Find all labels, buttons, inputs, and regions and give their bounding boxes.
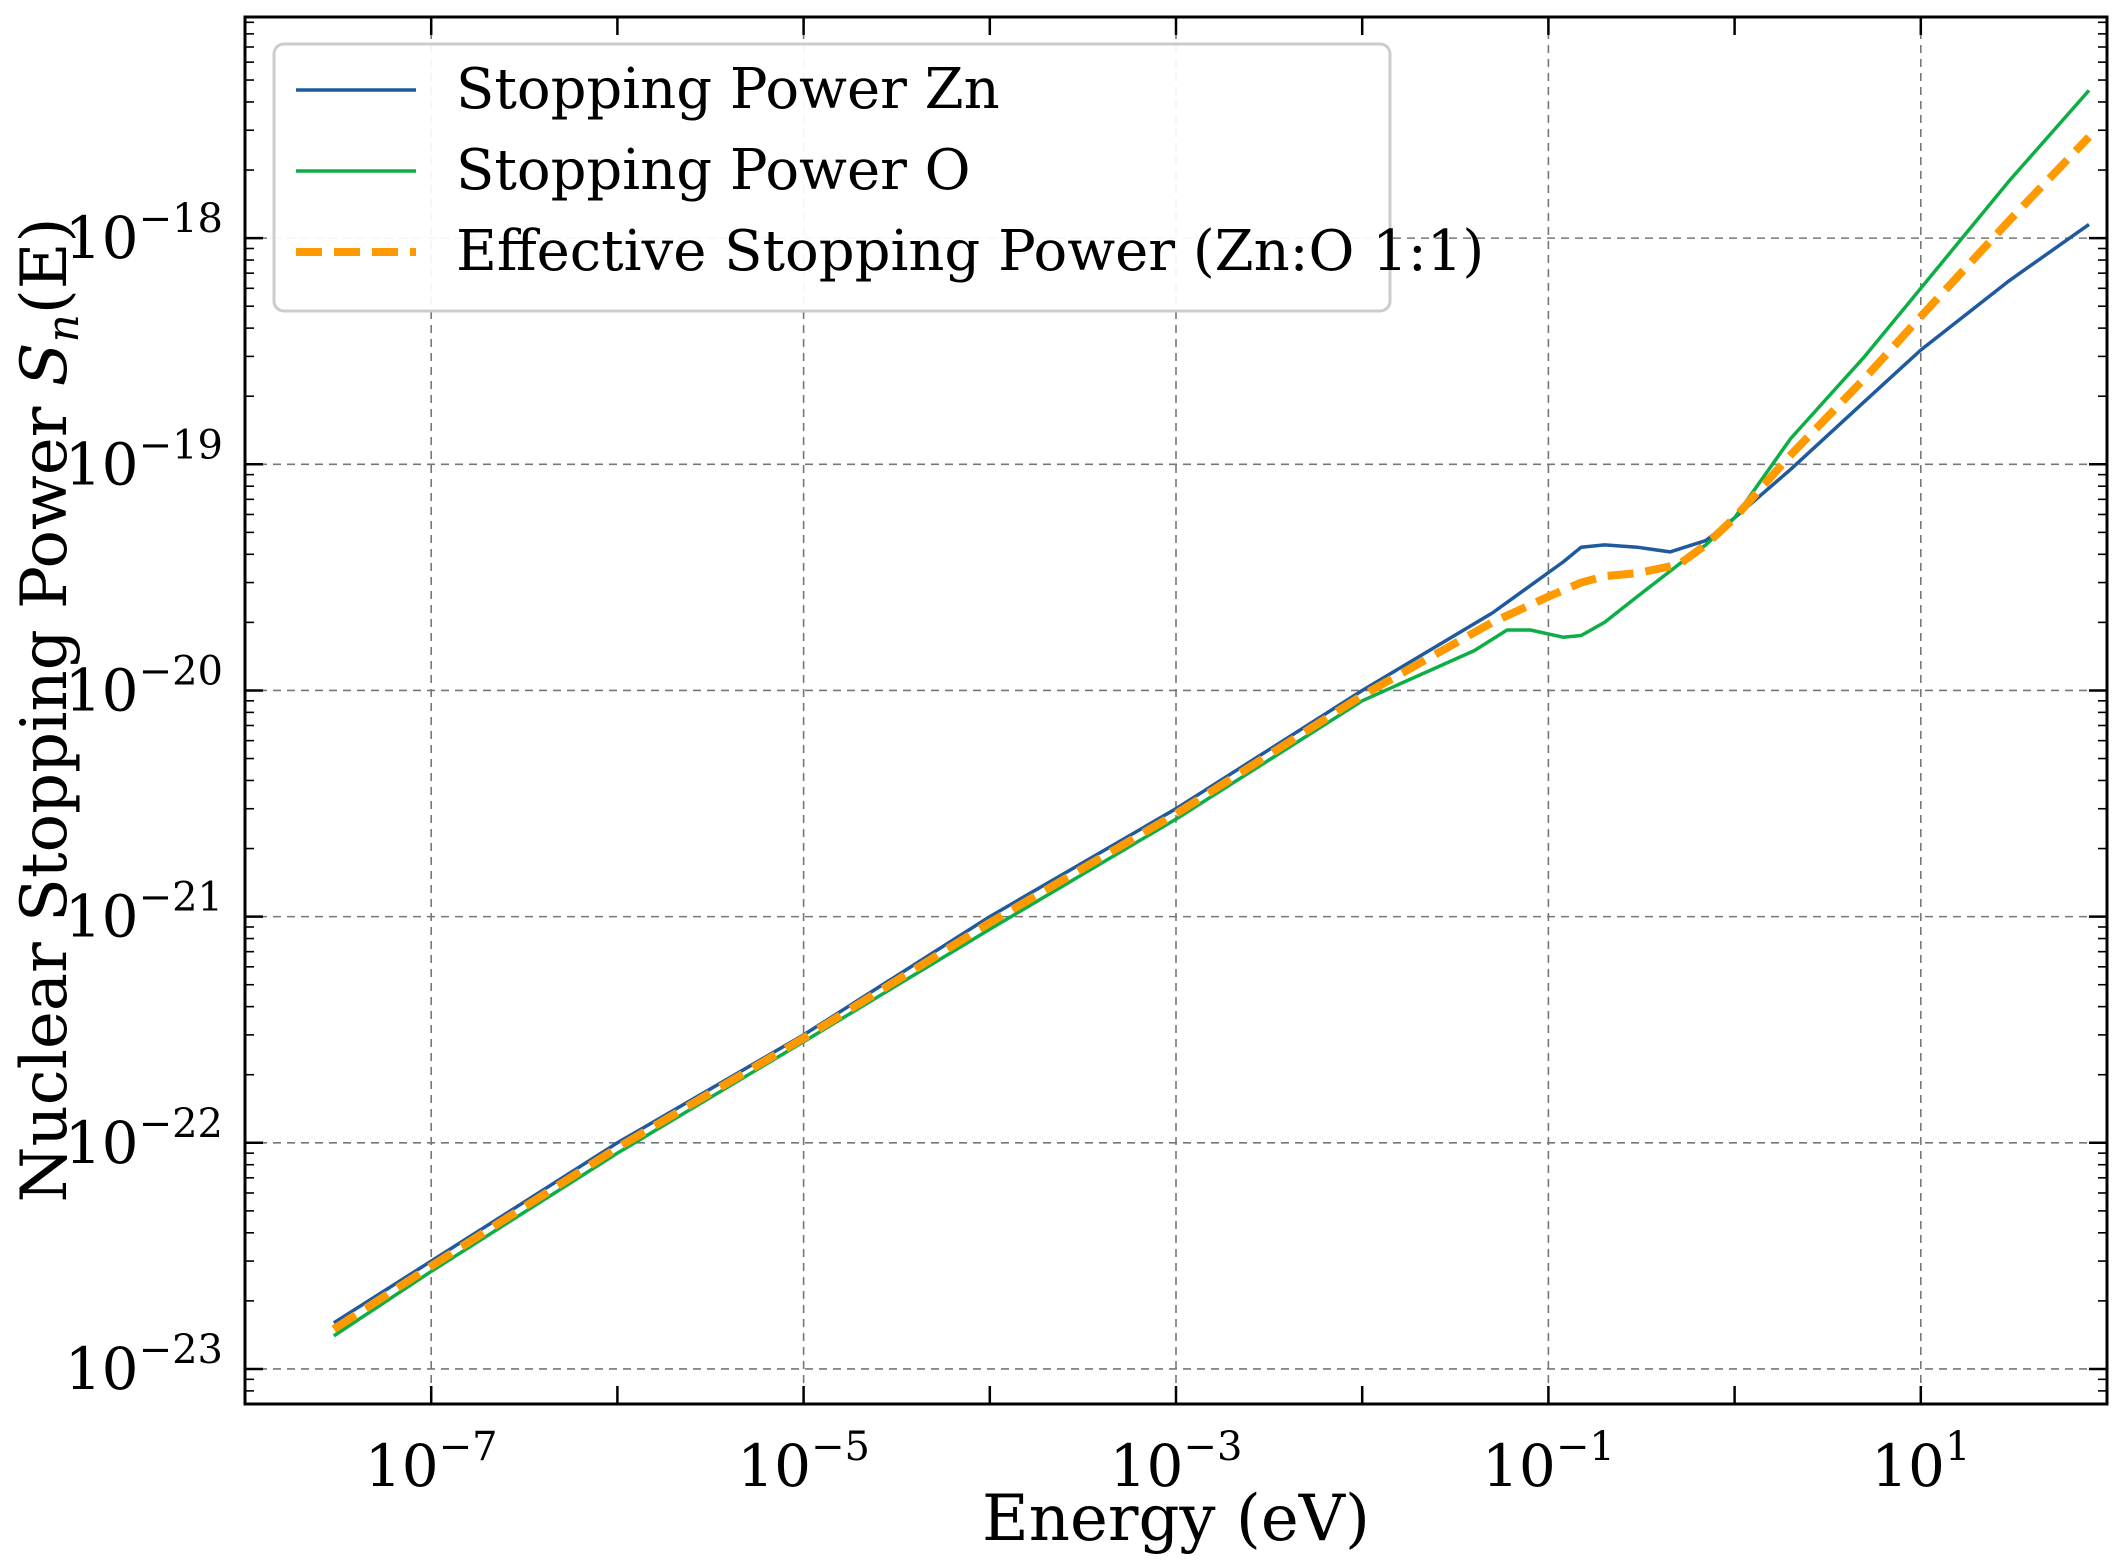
y-tick-label: 10−21 <box>65 875 223 951</box>
legend-box <box>272 42 1392 313</box>
legend-label-zn: Stopping Power Zn <box>456 57 1000 122</box>
y-tick-labels: 10−23 10−22 10−21 10−20 10−19 10−18 <box>65 196 223 1403</box>
x-axis-label: Energy (eV) <box>982 1482 1370 1556</box>
x-tick-label: 10−3 <box>1110 1424 1243 1500</box>
legend: Stopping Power Zn Stopping Power O Effec… <box>272 42 1484 313</box>
y-axis-label-subscript: n <box>38 314 89 342</box>
y-tick-label: 10−22 <box>65 1101 223 1177</box>
legend-label-effective: Effective Stopping Power (Zn:O 1:1) <box>456 219 1484 284</box>
y-axis-label-main: Nuclear Stopping Power <box>8 386 82 1202</box>
x-tick-label: 10−5 <box>737 1424 870 1500</box>
x-tick-label: 10−7 <box>365 1424 498 1500</box>
x-tick-labels: 10−7 10−5 10−3 10−1 101 <box>365 1424 1971 1500</box>
series-line-effective <box>331 134 2092 1333</box>
series-lines <box>331 89 2092 1338</box>
series-line-o <box>332 89 2091 1338</box>
y-tick-label: 10−23 <box>65 1327 223 1403</box>
y-axis-label-argument: (E) <box>8 218 82 315</box>
y-axis-label-symbol: S <box>8 343 82 387</box>
y-axis-label: Nuclear Stopping Power Sn(E) <box>8 218 89 1203</box>
y-tick-label: 10−19 <box>65 422 223 498</box>
plot-frame <box>243 15 2109 1406</box>
x-tick-label: 101 <box>1871 1424 1970 1500</box>
x-tick-label: 10−1 <box>1482 1424 1615 1500</box>
y-tick-label: 10−20 <box>65 648 223 724</box>
y-tick-label: 10−18 <box>65 196 223 272</box>
legend-label-o: Stopping Power O <box>456 138 971 203</box>
